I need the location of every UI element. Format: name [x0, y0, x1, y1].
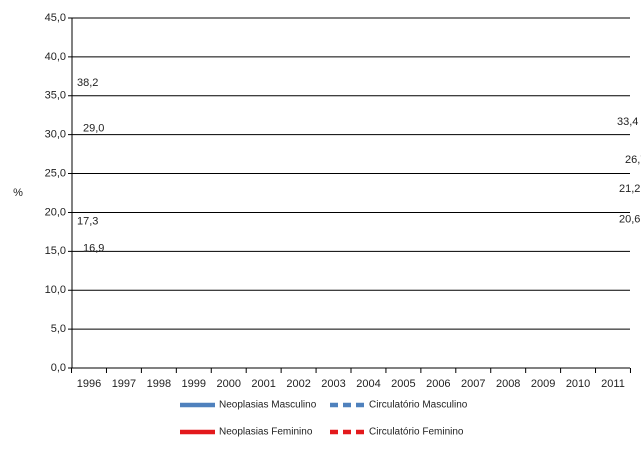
legend-label: Circulatório Masculino: [369, 400, 468, 411]
data-label: 33,4: [617, 116, 638, 128]
legend-label: Neoplasias Feminino: [219, 427, 313, 438]
x-tick-label: 2005: [391, 378, 415, 390]
data-label: 16,9: [83, 242, 104, 254]
x-tick-label: 1997: [112, 378, 136, 390]
x-tick-label: 2002: [286, 378, 310, 390]
x-tick-label: 1998: [147, 378, 171, 390]
x-tick-label: 2011: [601, 378, 625, 390]
data-label: 38,2: [77, 77, 98, 89]
data-label: 29,0: [83, 122, 104, 134]
x-tick-label: 2000: [216, 378, 240, 390]
data-label: 21,2: [619, 183, 640, 195]
x-tick-label: 2003: [321, 378, 345, 390]
x-tick-label: 2010: [566, 378, 590, 390]
y-tick-label: 40,0: [45, 51, 66, 63]
x-tick-label: 2004: [356, 378, 380, 390]
y-tick-label: 25,0: [45, 167, 66, 179]
y-tick-label: 15,0: [45, 245, 66, 257]
x-tick-label: 2007: [461, 378, 485, 390]
data-label: 17,3: [77, 215, 98, 227]
x-tick-label: 2008: [496, 378, 520, 390]
x-tick-label: 1999: [182, 378, 206, 390]
y-tick-label: 20,0: [45, 206, 66, 218]
data-label: 20,6: [619, 214, 640, 226]
x-tick-label: 2006: [426, 378, 450, 390]
y-tick-label: 0,0: [51, 362, 66, 374]
x-tick-label: 1996: [77, 378, 101, 390]
y-tick-label: 45,0: [45, 12, 66, 24]
y-tick-label: 30,0: [45, 129, 66, 141]
legend-label: Circulatório Feminino: [369, 427, 464, 438]
data-label: 26,7: [625, 154, 641, 166]
x-tick-label: 2009: [531, 378, 555, 390]
y-axis-label: %: [13, 187, 23, 199]
y-tick-label: 10,0: [45, 284, 66, 296]
y-tick-label: 5,0: [51, 323, 66, 335]
legend-label: Neoplasias Masculino: [219, 400, 317, 411]
x-tick-label: 2001: [251, 378, 275, 390]
y-tick-label: 35,0: [45, 90, 66, 102]
